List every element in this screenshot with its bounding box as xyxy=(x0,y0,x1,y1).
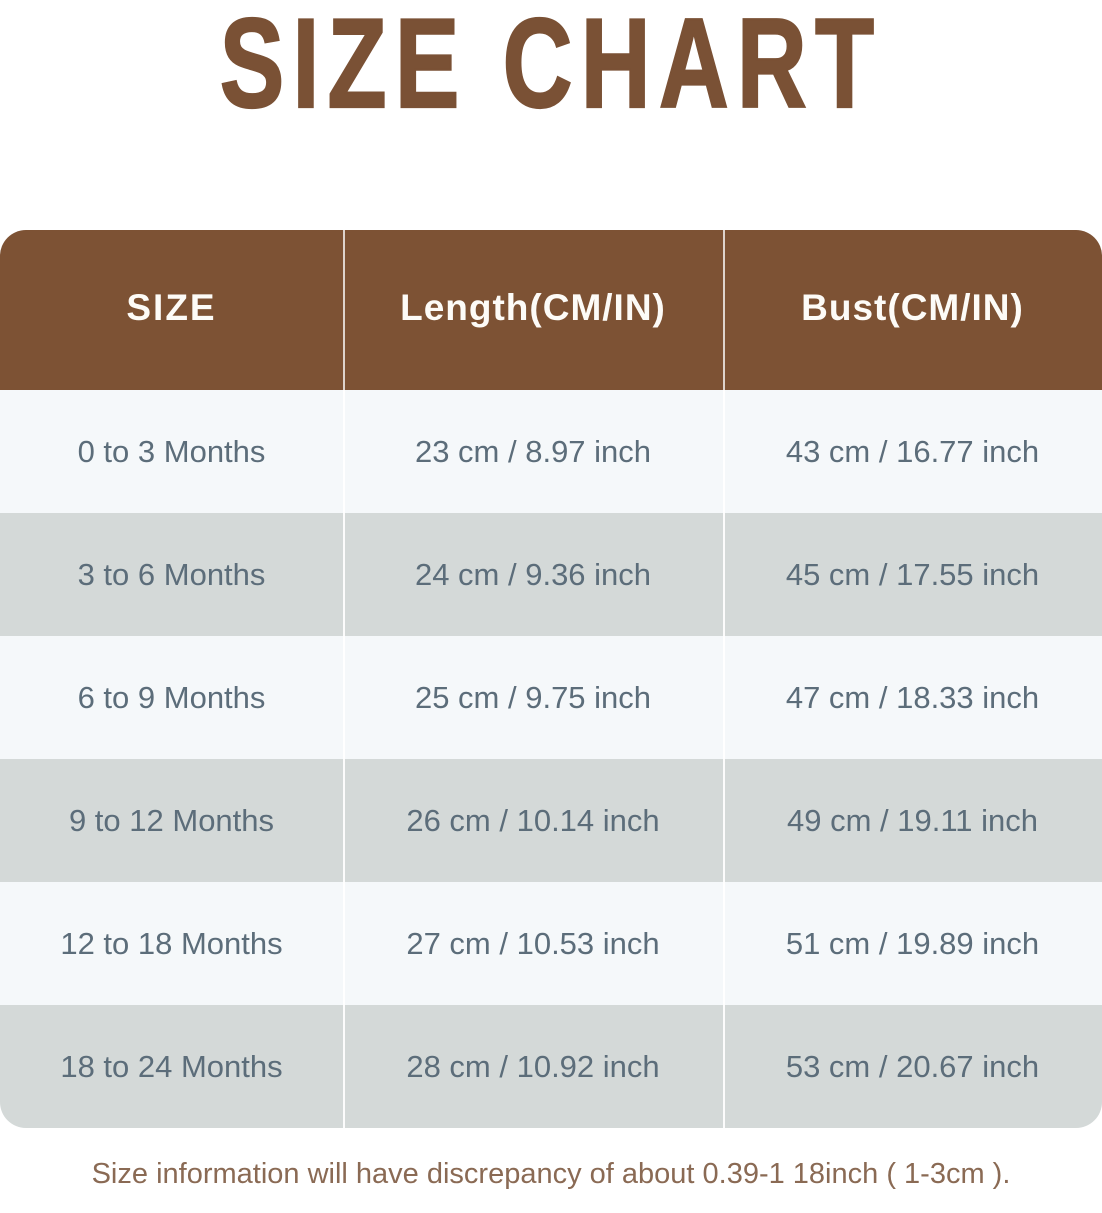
cell-bust: 51 cm / 19.89 inch xyxy=(723,882,1102,1005)
table-row: 6 to 9 Months 25 cm / 9.75 inch 47 cm / … xyxy=(0,636,1102,759)
column-header-size-label: SIZE xyxy=(126,287,217,328)
cell-length: 26 cm / 10.14 inch xyxy=(343,759,723,882)
column-header-size: SIZE xyxy=(0,230,343,390)
cell-size: 9 to 12 Months xyxy=(68,802,275,838)
table-row: 0 to 3 Months 23 cm / 8.97 inch 43 cm / … xyxy=(0,390,1102,513)
table-row: 12 to 18 Months 27 cm / 10.53 inch 51 cm… xyxy=(0,882,1102,1005)
cell-bust: 45 cm / 17.55 inch xyxy=(723,513,1102,636)
table-header-row: SIZE Length(CM/IN) Bust(CM/IN) xyxy=(0,230,1102,390)
cell-bust: 47 cm / 18.33 inch xyxy=(723,636,1102,759)
page-title-container: SIZE CHART xyxy=(0,0,1102,136)
cell-length: 27 cm / 10.53 inch xyxy=(343,882,723,1005)
cell-size: 18 to 24 Months xyxy=(60,1048,283,1084)
cell-length: 25 cm / 9.75 inch xyxy=(343,636,723,759)
cell-size: 0 to 3 Months xyxy=(77,433,266,469)
column-header-length: Length(CM/IN) xyxy=(343,230,723,390)
cell-length: 23 cm / 8.97 inch xyxy=(343,390,723,513)
cell-size: 12 to 18 Months xyxy=(60,925,283,961)
cell-bust: 43 cm / 16.77 inch xyxy=(723,390,1102,513)
column-header-bust: Bust(CM/IN) xyxy=(723,230,1102,390)
table-row: 3 to 6 Months 24 cm / 9.36 inch 45 cm / … xyxy=(0,513,1102,636)
cell-size: 6 to 9 Months xyxy=(77,679,266,715)
page-title: SIZE CHART xyxy=(219,0,883,136)
cell-bust: 53 cm / 20.67 inch xyxy=(723,1005,1102,1128)
column-header-length-label: Length(CM/IN) xyxy=(400,287,666,328)
cell-size: 3 to 6 Months xyxy=(77,556,266,592)
cell-bust: 49 cm / 19.11 inch xyxy=(723,759,1102,882)
cell-length: 28 cm / 10.92 inch xyxy=(343,1005,723,1128)
table-row: 18 to 24 Months 28 cm / 10.92 inch 53 cm… xyxy=(0,1005,1102,1128)
table-row: 9 to 12 Months 26 cm / 10.14 inch 49 cm … xyxy=(0,759,1102,882)
column-header-bust-label: Bust(CM/IN) xyxy=(801,287,1024,328)
size-chart-table: SIZE Length(CM/IN) Bust(CM/IN) 0 to 3 Mo… xyxy=(0,230,1102,1128)
cell-length: 24 cm / 9.36 inch xyxy=(343,513,723,636)
size-disclaimer-note: Size information will have discrepancy o… xyxy=(91,1158,1011,1190)
